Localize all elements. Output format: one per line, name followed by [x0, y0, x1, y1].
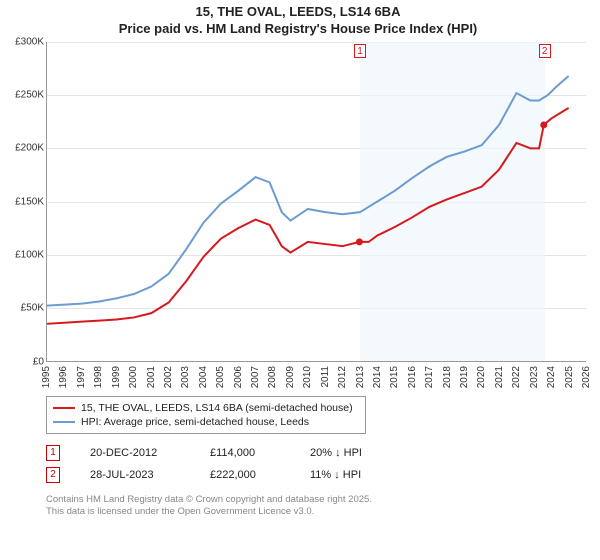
legend-item: HPI: Average price, semi-detached house,…	[53, 415, 359, 429]
x-axis-label: 2010	[302, 366, 313, 388]
x-axis-label: 1997	[76, 366, 87, 388]
legend-label: 15, THE OVAL, LEEDS, LS14 6BA (semi-deta…	[81, 402, 353, 414]
y-axis-label: £50K	[21, 303, 44, 314]
plot-region: 12	[46, 42, 586, 362]
transaction-marker: 1	[46, 445, 60, 461]
x-axis-label: 1996	[58, 366, 69, 388]
series-hpi	[47, 76, 569, 306]
x-axis-label: 2002	[163, 366, 174, 388]
x-axis-label: 2023	[529, 366, 540, 388]
footer-line1: Contains HM Land Registry data © Crown c…	[46, 494, 592, 506]
x-axis-label: 2024	[546, 366, 557, 388]
marker-flag: 2	[539, 44, 551, 58]
x-axis-label: 2021	[494, 366, 505, 388]
x-axis-label: 2013	[355, 366, 366, 388]
x-axis-label: 2001	[146, 366, 157, 388]
marker-dot	[356, 238, 363, 245]
transaction-date: 20-DEC-2012	[90, 447, 180, 459]
footer-line2: This data is licensed under the Open Gov…	[46, 506, 592, 518]
x-axis-label: 2017	[424, 366, 435, 388]
legend-item: 15, THE OVAL, LEEDS, LS14 6BA (semi-deta…	[53, 401, 359, 415]
transaction-marker: 2	[46, 467, 60, 483]
chart-title: 15, THE OVAL, LEEDS, LS14 6BA Price paid…	[4, 4, 592, 38]
x-axis-label: 2026	[581, 366, 592, 388]
footer-attribution: Contains HM Land Registry data © Crown c…	[46, 494, 592, 519]
x-axis-label: 2022	[511, 366, 522, 388]
x-axis-label: 2003	[180, 366, 191, 388]
transaction-delta: 20% ↓ HPI	[310, 447, 362, 459]
legend-swatch	[53, 421, 75, 423]
transaction-date: 28-JUL-2023	[90, 469, 180, 481]
x-axis-label: 2000	[128, 366, 139, 388]
transaction-table: 1 20-DEC-2012 £114,000 20% ↓ HPI 2 28-JUL-202…	[46, 442, 592, 486]
y-axis-label: £150K	[15, 196, 44, 207]
x-axis-label: 2016	[407, 366, 418, 388]
x-axis-label: 2007	[250, 366, 261, 388]
x-axis-label: 1995	[41, 366, 52, 388]
x-axis-label: 2008	[267, 366, 278, 388]
chart-area: 12 £0£50K£100K£150K£200K£250K£300K199519…	[4, 42, 588, 392]
x-axis-label: 2019	[459, 366, 470, 388]
legend-label: HPI: Average price, semi-detached house,…	[81, 416, 309, 428]
y-axis-label: £200K	[15, 143, 44, 154]
x-axis-label: 2020	[476, 366, 487, 388]
marker-dot	[540, 121, 547, 128]
x-axis-label: 2004	[198, 366, 209, 388]
legend-swatch	[53, 407, 75, 409]
x-axis-label: 2005	[215, 366, 226, 388]
x-axis-label: 2025	[564, 366, 575, 388]
chart-container: 15, THE OVAL, LEEDS, LS14 6BA Price paid…	[0, 0, 600, 560]
title-line1: 15, THE OVAL, LEEDS, LS14 6BA	[4, 4, 592, 21]
y-axis-label: £100K	[15, 250, 44, 261]
x-axis-label: 2009	[285, 366, 296, 388]
x-axis-label: 2014	[372, 366, 383, 388]
transaction-row: 2 28-JUL-2023 £222,000 11% ↓ HPI	[46, 464, 592, 486]
y-axis-label: £250K	[15, 90, 44, 101]
x-axis-label: 2018	[442, 366, 453, 388]
transaction-price: £222,000	[210, 469, 280, 481]
transaction-delta: 11% ↓ HPI	[310, 469, 361, 481]
transaction-row: 1 20-DEC-2012 £114,000 20% ↓ HPI	[46, 442, 592, 464]
marker-flag: 1	[354, 44, 366, 58]
x-axis-label: 1999	[111, 366, 122, 388]
title-line2: Price paid vs. HM Land Registry's House …	[4, 21, 592, 38]
x-axis-label: 2015	[389, 366, 400, 388]
x-axis-label: 2012	[337, 366, 348, 388]
x-axis-label: 2011	[320, 366, 331, 388]
legend: 15, THE OVAL, LEEDS, LS14 6BA (semi-deta…	[46, 396, 366, 434]
transaction-price: £114,000	[210, 447, 280, 459]
x-axis-label: 1998	[93, 366, 104, 388]
y-axis-label: £300K	[15, 36, 44, 47]
series-price_paid	[47, 108, 569, 324]
x-axis-label: 2006	[233, 366, 244, 388]
